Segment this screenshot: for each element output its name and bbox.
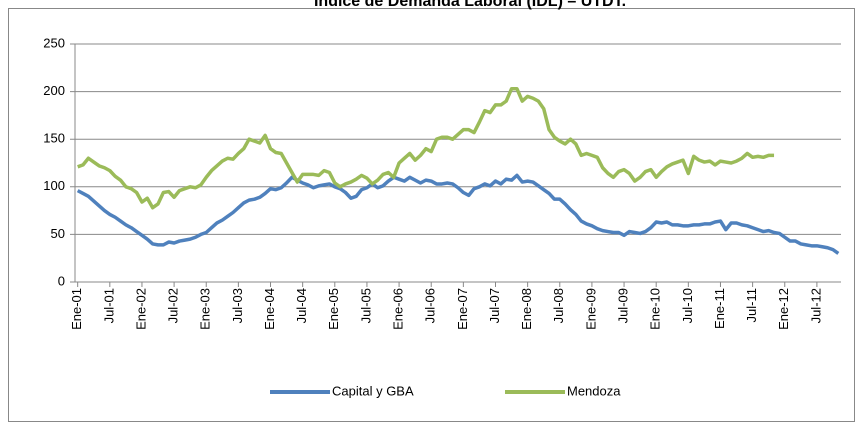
- x-tick-label: Ene-03: [198, 288, 213, 330]
- y-tick-label: 150: [43, 131, 65, 146]
- x-tick-label: Ene-02: [133, 288, 148, 330]
- x-tick-label: Jul-08: [551, 288, 566, 323]
- x-tick-label: Jul-06: [423, 288, 438, 323]
- x-tick-label: Jul-10: [680, 288, 695, 323]
- x-tick-label: Ene-11: [712, 288, 727, 329]
- x-tick-label: Ene-07: [455, 288, 470, 330]
- chart-frame: [8, 8, 855, 422]
- x-tick-label: Ene-04: [262, 288, 277, 330]
- y-tick-label: 50: [51, 226, 65, 241]
- legend-label: Capital y GBA: [332, 383, 414, 398]
- x-tick-label: Jul-04: [294, 288, 309, 323]
- x-tick-label: Ene-06: [391, 288, 406, 330]
- x-tick-label: Ene-10: [648, 288, 663, 330]
- x-tick-label: Jul-02: [166, 288, 181, 323]
- y-tick-label: 100: [43, 178, 65, 193]
- x-tick-label: Jul-07: [487, 288, 502, 323]
- legend-label: Mendoza: [567, 383, 621, 398]
- y-tick-label: 200: [43, 83, 65, 98]
- x-tick-label: Ene-08: [519, 288, 534, 330]
- x-tick-label: Jul-01: [101, 288, 116, 323]
- y-tick-label: 0: [58, 273, 65, 288]
- y-tick-label: 250: [43, 35, 65, 50]
- x-tick-label: Jul-05: [358, 288, 373, 323]
- x-tick-label: Ene-12: [776, 288, 791, 330]
- x-tick-label: Ene-01: [69, 288, 84, 330]
- x-tick-label: Ene-09: [583, 288, 598, 330]
- x-tick-label: Jul-11: [744, 288, 759, 322]
- x-tick-label: Jul-12: [808, 288, 823, 323]
- x-tick-label: Jul-09: [615, 288, 630, 323]
- chart-title: Índice de Demanda Laboral (IDL) – UTDT.: [314, 0, 626, 10]
- x-tick-label: Ene-05: [326, 288, 341, 330]
- series-line: [77, 86, 775, 210]
- series-line: [76, 173, 840, 255]
- x-tick-label: Jul-03: [230, 288, 245, 323]
